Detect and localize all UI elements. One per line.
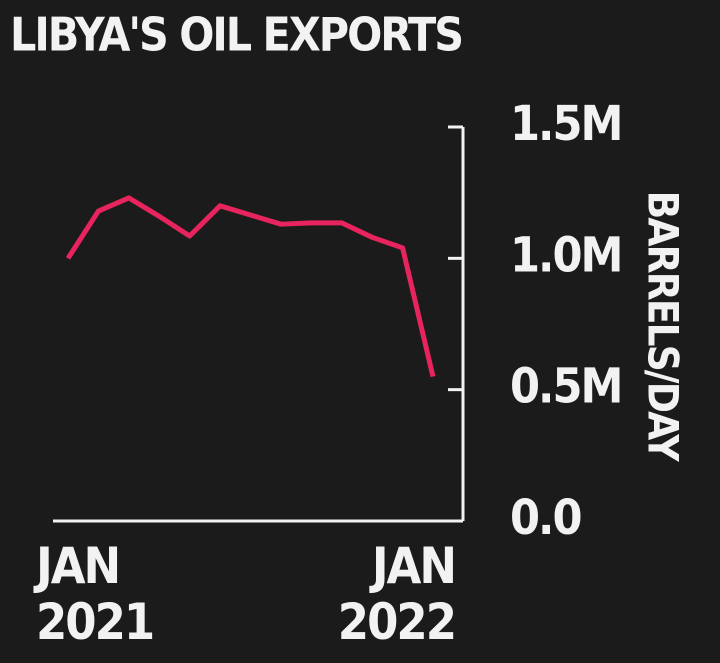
x-tick-label: JAN 2021 xyxy=(36,537,155,651)
y-tick-label: 1.0M xyxy=(510,227,621,283)
y-tick-label: 0.0 xyxy=(510,490,581,546)
y-tick-label: 1.5M xyxy=(510,96,621,152)
y-axis-label: BARRELS/DAY xyxy=(639,190,688,462)
data-line xyxy=(65,195,436,378)
chart-title: LIBYA'S OIL EXPORTS xyxy=(10,8,462,62)
y-tick-label: 0.5M xyxy=(510,359,621,415)
x-tick-label: JAN 2022 xyxy=(337,537,457,651)
